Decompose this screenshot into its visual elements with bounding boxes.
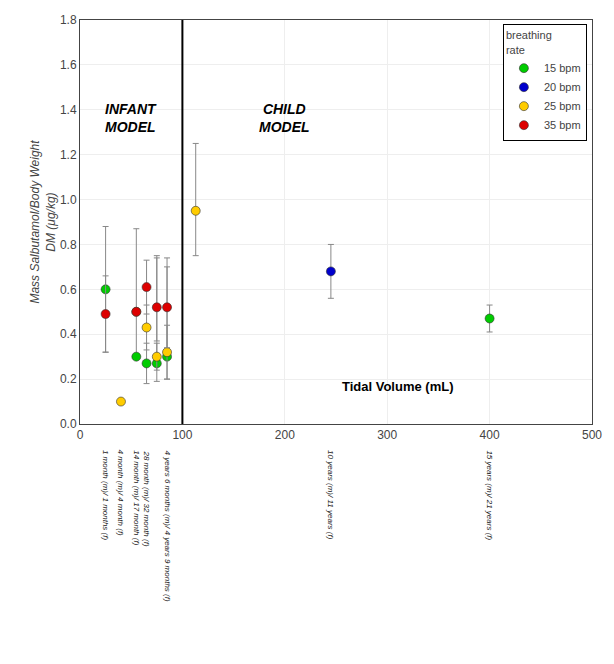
svg-text:4 month (m)/ 4 month (f): 4 month (m)/ 4 month (f) [116, 450, 125, 537]
svg-text:1.0: 1.0 [60, 193, 77, 207]
svg-text:0: 0 [77, 428, 84, 442]
svg-text:10 years (m)/ 11 years (f): 10 years (m)/ 11 years (f) [326, 450, 335, 540]
svg-text:1 month (m)/ 1 months (f): 1 month (m)/ 1 months (f) [101, 450, 110, 541]
svg-text:1.2: 1.2 [60, 148, 77, 162]
svg-text:14 month (m)/ 17 month (f): 14 month (m)/ 17 month (f) [132, 450, 141, 545]
svg-text:CHILDMODEL: CHILDMODEL [259, 101, 310, 135]
svg-text:0.0: 0.0 [60, 417, 77, 431]
svg-text:Tidal Volume (mL): Tidal Volume (mL) [342, 379, 453, 394]
svg-text:500: 500 [582, 428, 602, 442]
svg-text:0.2: 0.2 [60, 372, 77, 386]
svg-text:1.8: 1.8 [60, 13, 77, 27]
svg-text:300: 300 [377, 428, 397, 442]
svg-text:1.6: 1.6 [60, 58, 77, 72]
svg-text:0.6: 0.6 [60, 283, 77, 297]
svg-text:15 bpm: 15 bpm [544, 62, 581, 74]
svg-text:15 years (m)/ 21 years (f): 15 years (m)/ 21 years (f) [485, 450, 494, 540]
svg-text:breathingrate: breathingrate [506, 29, 552, 55]
svg-text:100: 100 [172, 428, 192, 442]
svg-text:400: 400 [480, 428, 500, 442]
svg-text:28 month (m)/ 32 month (f): 28 month (m)/ 32 month (f) [142, 450, 151, 546]
svg-text:0.8: 0.8 [60, 238, 77, 252]
svg-text:20 bpm: 20 bpm [544, 81, 581, 93]
svg-text:4 years 6 months (m)/ 4 years: 4 years 6 months (m)/ 4 years 9 months (… [163, 450, 172, 601]
svg-text:INFANTMODEL: INFANTMODEL [105, 101, 157, 135]
svg-text:35 bpm: 35 bpm [544, 119, 581, 131]
svg-text:1.4: 1.4 [60, 103, 77, 117]
svg-text:25 bpm: 25 bpm [544, 100, 581, 112]
svg-text:Mass Salbutamol/Body WeightDM: Mass Salbutamol/Body WeightDM (μg/kg) [28, 140, 58, 304]
svg-text:0.4: 0.4 [60, 327, 77, 341]
svg-text:200: 200 [275, 428, 295, 442]
